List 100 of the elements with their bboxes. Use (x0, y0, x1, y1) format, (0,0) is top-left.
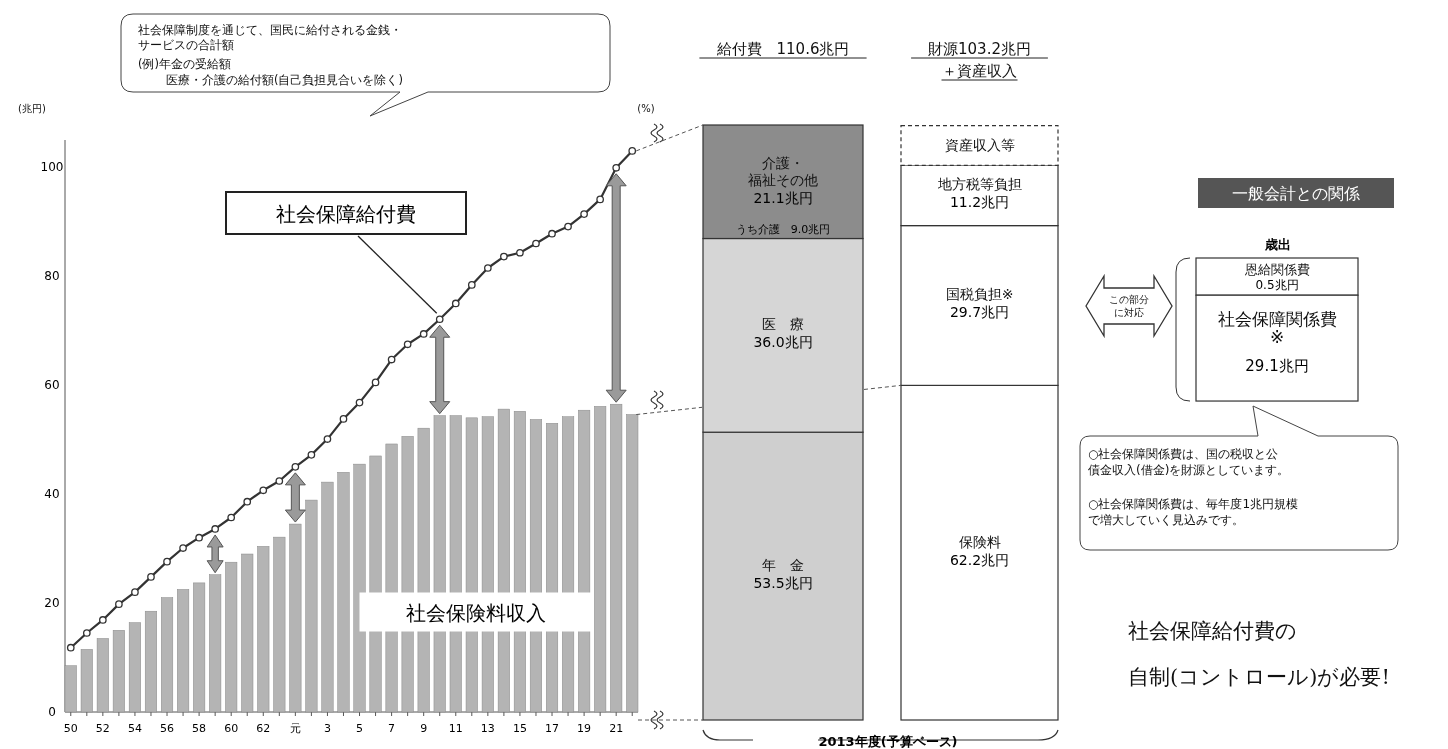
text: 社会保障給付費 (276, 202, 416, 226)
y-tick-label: 40 (44, 487, 60, 502)
bar (128, 622, 141, 713)
text: 2013年度(予算ベース) (818, 734, 958, 749)
bar (64, 665, 77, 713)
x-tick-label: 21 (609, 722, 624, 735)
bar (626, 414, 639, 713)
point (580, 210, 588, 218)
bar (337, 472, 350, 713)
data-label: 62.2兆円 (949, 551, 1010, 568)
point (339, 415, 348, 423)
x-tick-label: 54 (127, 722, 142, 735)
point (532, 239, 540, 248)
bar (80, 649, 93, 713)
bar (112, 630, 125, 713)
series-label: 社会保険料収入 (406, 601, 546, 625)
series-label: 地方税等負担 (936, 176, 1022, 193)
point (323, 435, 332, 443)
text: (%) (637, 103, 655, 114)
data-label: 29.7兆円 (949, 304, 1010, 321)
point (564, 222, 572, 231)
point (82, 629, 91, 637)
x-tick-label: 11 (448, 722, 463, 735)
bar (144, 610, 158, 713)
x-tick-label: 元 (289, 722, 301, 735)
bar (321, 481, 334, 713)
x-tick-label: 58 (192, 722, 207, 735)
point (516, 248, 524, 257)
bar (273, 536, 286, 713)
x-tick-label: 52 (95, 722, 110, 735)
point (66, 643, 75, 652)
x-tick-label: 給付費 110.6兆円 (715, 40, 850, 58)
x-tick-label: 3 (323, 722, 331, 735)
point (596, 195, 604, 204)
point (548, 229, 556, 238)
series-label: 国税負担※ (945, 286, 1014, 303)
point (131, 588, 139, 596)
bar (305, 499, 318, 713)
x-tick-label: 50 (63, 722, 78, 735)
y-tick-label: 80 (44, 269, 60, 284)
data-label: 36.0兆円 (753, 334, 813, 351)
x-tick-label: 7 (388, 722, 396, 735)
point (419, 330, 428, 338)
text: この部分に対応 (1109, 294, 1149, 318)
point (275, 477, 284, 485)
series-label: 介護・福祉その他 (748, 154, 818, 188)
x-tick-label: 財源103.2兆円＋資産収入 (928, 40, 1031, 80)
point (500, 252, 508, 261)
bar (193, 582, 206, 713)
y-tick-label: 0 (48, 705, 56, 719)
point (451, 299, 460, 308)
point (435, 315, 444, 324)
text: 社会保障給付費の自制(コントロール)が必要! (1128, 619, 1390, 689)
bar (257, 546, 270, 713)
point (355, 398, 364, 407)
text: 歳出 (1264, 237, 1291, 252)
point (259, 486, 268, 495)
x-tick-label: 17 (545, 722, 560, 735)
series-label: 保険料 (958, 533, 1001, 550)
x-tick-label: 60 (224, 722, 239, 735)
x-tick-label: 19 (577, 722, 592, 735)
data-label: 11.2兆円 (949, 194, 1010, 211)
bar (353, 463, 366, 713)
x-tick-label: 62 (256, 722, 271, 735)
bar (594, 406, 607, 713)
point (163, 557, 171, 566)
text: 社会保障制度を通じて、国民に給付される金銭・サービスの合計額 (138, 23, 402, 52)
point (179, 544, 187, 552)
category-label: 社会保障関係費 ※ (1217, 309, 1337, 348)
text: 一般会計との関係 (1232, 184, 1360, 203)
point (99, 616, 107, 624)
point (211, 525, 219, 533)
x-tick-label: 13 (480, 722, 495, 735)
series-label: 医 療 (762, 316, 804, 333)
x-tick-label: 9 (420, 722, 428, 735)
x-tick-label: 56 (160, 722, 175, 735)
point (307, 451, 316, 459)
y-tick-label: 100 (40, 160, 64, 175)
bar (177, 589, 190, 713)
point (243, 497, 252, 506)
x-tick-label: 5 (356, 722, 364, 735)
data-label: 0.5兆円 (1255, 278, 1299, 292)
point (115, 600, 123, 608)
category-label: 恩給関係費 (1243, 262, 1310, 277)
text: 医療・介護の給付額(自己負担見合いを除く) (166, 73, 403, 87)
text: ○社会保障関係費は、国の税収と公債金収入(借金)を財源としています。 (1088, 447, 1290, 477)
data-label: 29.1兆円 (1245, 357, 1309, 376)
annotation: うち介護 9.0兆円 (735, 222, 831, 236)
point (467, 281, 476, 289)
point (371, 378, 380, 387)
bar (225, 561, 238, 713)
point (195, 533, 203, 542)
text: ○社会保障関係費は、毎年度1兆円規模で増大していく見込みです。 (1088, 497, 1299, 527)
bar (96, 638, 109, 713)
point (387, 355, 396, 364)
point (227, 513, 236, 522)
point (612, 163, 621, 172)
y-tick-label: 20 (44, 596, 60, 611)
bar (161, 597, 174, 713)
y-axis-title: (兆円) (18, 103, 46, 114)
